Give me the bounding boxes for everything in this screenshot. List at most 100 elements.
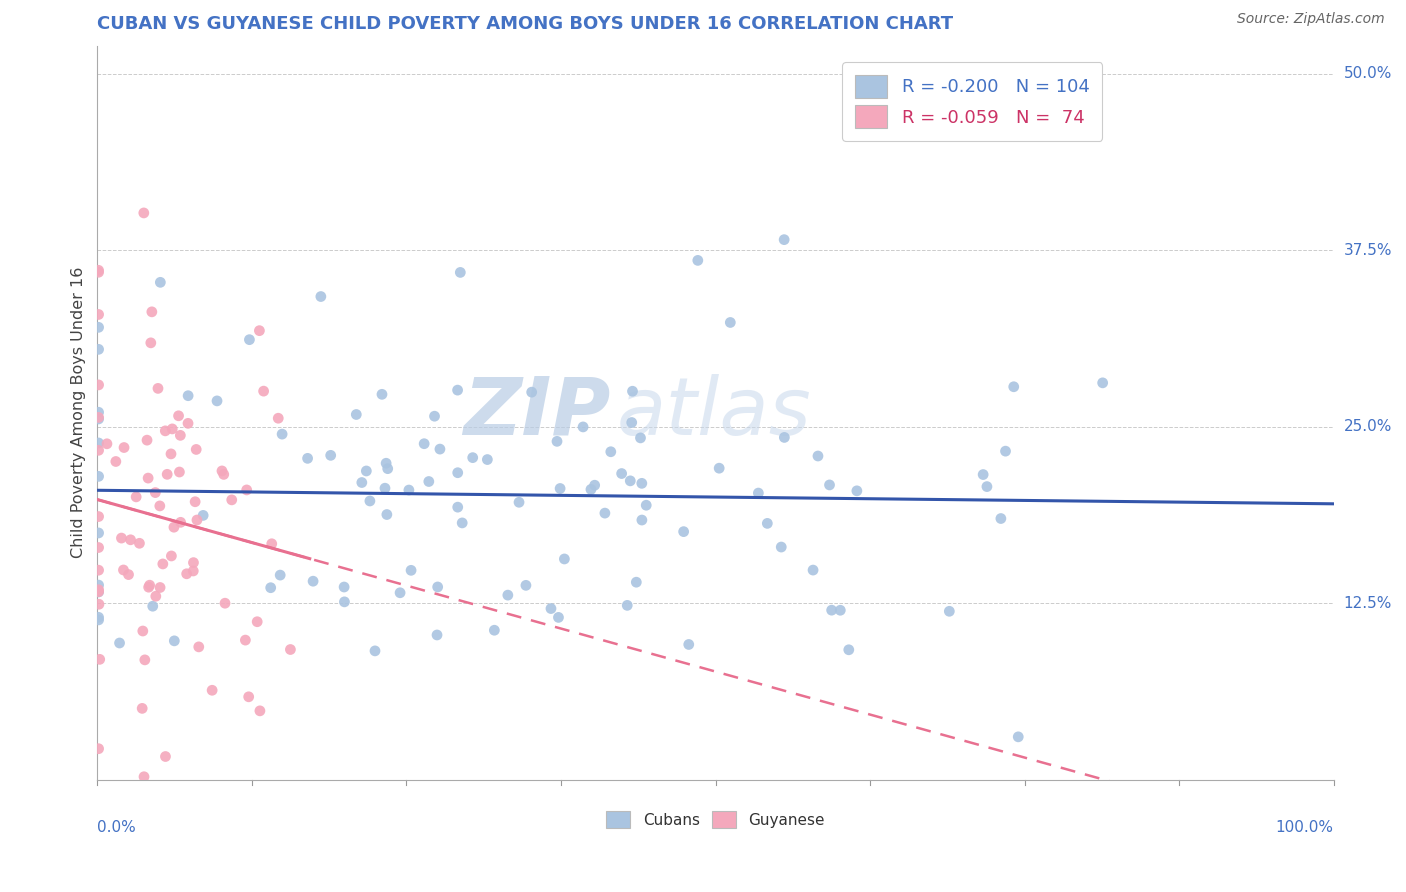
- Point: [169, 465, 191, 479]
- Point: [117, 567, 139, 582]
- Point: [136, 433, 159, 447]
- Point: [87, 610, 110, 624]
- Point: [181, 564, 204, 578]
- Point: [87, 265, 110, 279]
- Point: [269, 568, 291, 582]
- Point: [163, 633, 186, 648]
- Point: [183, 556, 205, 570]
- Point: [87, 405, 110, 419]
- Point: [177, 389, 200, 403]
- Point: [211, 464, 233, 478]
- Point: [120, 533, 142, 547]
- Point: [1007, 730, 1029, 744]
- Point: [631, 513, 654, 527]
- Point: [260, 537, 283, 551]
- Point: [447, 466, 470, 480]
- Point: [990, 511, 1012, 525]
- Point: [718, 316, 741, 330]
- Point: [160, 447, 183, 461]
- Point: [319, 448, 342, 462]
- Point: [520, 385, 543, 400]
- Text: CUBAN VS GUYANESE CHILD POVERTY AMONG BOYS UNDER 16 CORRELATION CHART: CUBAN VS GUYANESE CHILD POVERTY AMONG BO…: [97, 15, 953, 33]
- Point: [87, 436, 110, 450]
- Point: [201, 683, 224, 698]
- Point: [508, 495, 530, 509]
- Point: [377, 461, 399, 475]
- Point: [309, 289, 332, 303]
- Point: [626, 575, 648, 590]
- Point: [142, 599, 165, 614]
- Point: [461, 450, 484, 465]
- Point: [350, 475, 373, 490]
- Point: [548, 482, 571, 496]
- Point: [447, 500, 470, 515]
- Point: [579, 483, 602, 497]
- Point: [87, 584, 110, 599]
- Point: [398, 483, 420, 497]
- Point: [280, 642, 302, 657]
- Point: [621, 384, 644, 399]
- Point: [167, 409, 190, 423]
- Point: [747, 486, 769, 500]
- Point: [87, 509, 110, 524]
- Text: Source: ZipAtlas.com: Source: ZipAtlas.com: [1237, 12, 1385, 26]
- Point: [672, 524, 695, 539]
- Point: [235, 483, 257, 497]
- Point: [678, 637, 700, 651]
- Point: [87, 741, 110, 756]
- Point: [593, 506, 616, 520]
- Point: [176, 566, 198, 581]
- Point: [131, 701, 153, 715]
- Point: [333, 580, 356, 594]
- Point: [87, 578, 110, 592]
- Point: [87, 469, 110, 483]
- Point: [260, 581, 283, 595]
- Point: [249, 704, 271, 718]
- Point: [375, 456, 398, 470]
- Point: [238, 333, 260, 347]
- Point: [212, 467, 235, 482]
- Point: [553, 552, 575, 566]
- Point: [169, 516, 191, 530]
- Text: 12.5%: 12.5%: [1344, 596, 1392, 611]
- Point: [155, 424, 177, 438]
- Point: [418, 475, 440, 489]
- Point: [163, 520, 186, 534]
- Point: [186, 442, 208, 457]
- Point: [356, 464, 378, 478]
- Point: [143, 485, 166, 500]
- Point: [807, 449, 830, 463]
- Point: [235, 633, 257, 648]
- Point: [297, 451, 319, 466]
- Point: [87, 582, 110, 597]
- Point: [801, 563, 824, 577]
- Point: [110, 531, 132, 545]
- Point: [191, 508, 214, 523]
- Point: [87, 410, 110, 425]
- Point: [540, 601, 562, 615]
- Point: [160, 549, 183, 563]
- Point: [108, 636, 131, 650]
- Point: [246, 615, 269, 629]
- Point: [162, 422, 184, 436]
- Point: [709, 461, 731, 475]
- Point: [87, 525, 110, 540]
- Point: [267, 411, 290, 425]
- Point: [838, 642, 860, 657]
- Point: [1002, 380, 1025, 394]
- Point: [132, 206, 155, 220]
- Point: [423, 409, 446, 424]
- Text: 25.0%: 25.0%: [1344, 419, 1392, 434]
- Point: [374, 481, 396, 495]
- Point: [112, 441, 135, 455]
- Point: [134, 653, 156, 667]
- Point: [87, 443, 110, 458]
- Point: [477, 452, 499, 467]
- Point: [599, 444, 621, 458]
- Point: [515, 578, 537, 592]
- Point: [145, 589, 167, 603]
- Text: ZIP: ZIP: [463, 374, 610, 451]
- Text: 37.5%: 37.5%: [1344, 243, 1392, 258]
- Point: [87, 412, 110, 426]
- Point: [630, 476, 652, 491]
